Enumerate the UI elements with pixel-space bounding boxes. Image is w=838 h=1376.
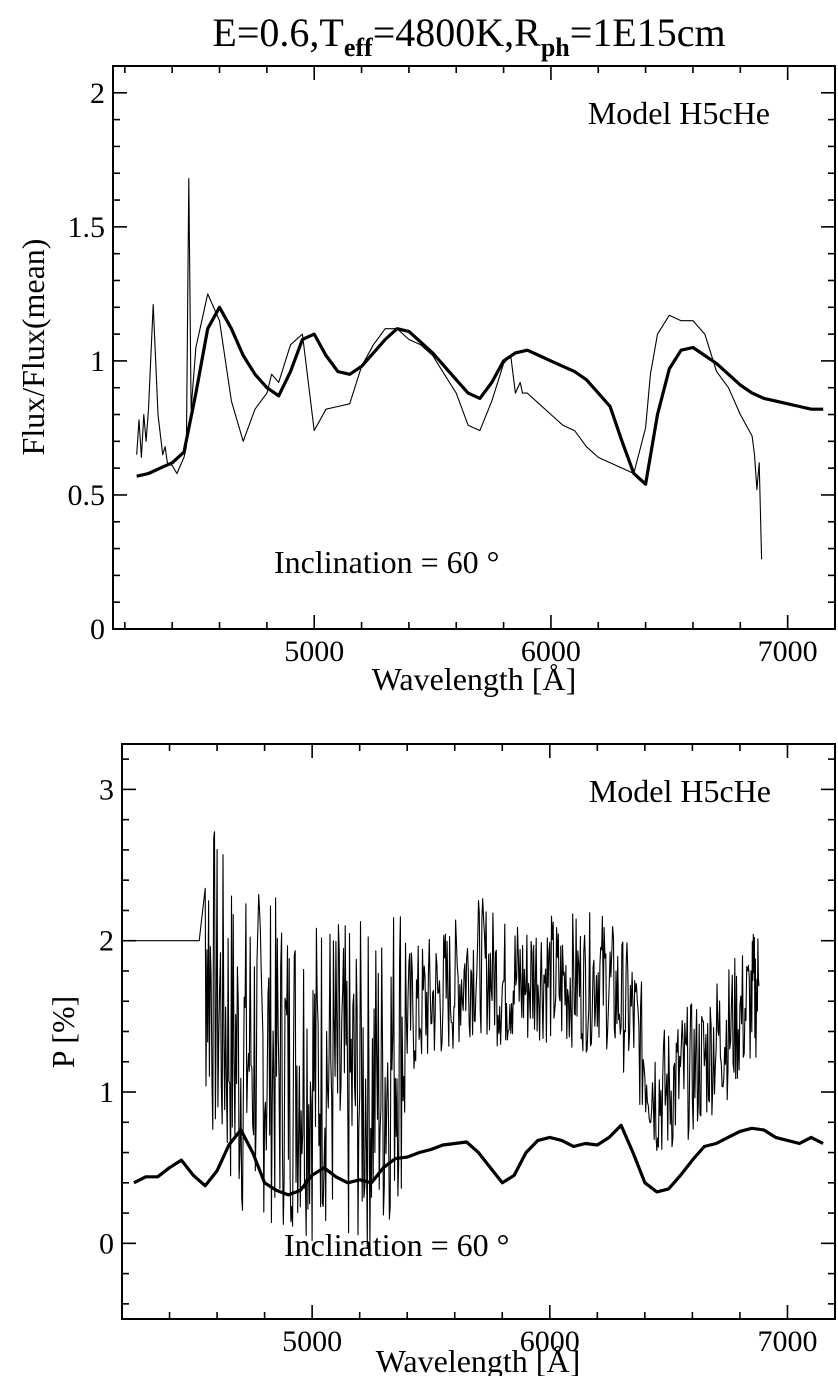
polarization-x-tick-label: 5000 [282, 1325, 342, 1358]
polarization-y-tick-label: 2 [99, 925, 114, 958]
flux-y-tick-label: 0.5 [68, 479, 106, 512]
flux-y-tick-label: 1 [90, 345, 105, 378]
polarization-x-axis-label: Wavelength [Å] [376, 1343, 580, 1376]
polarization-axis-ticks [122, 744, 835, 1319]
flux-x-tick-label: 6000 [521, 635, 581, 668]
flux-inclination-annotation: Inclination = 60 ° [274, 544, 499, 580]
polarization-tick-labels: 5000 6000 7000 0 1 2 3 [99, 773, 817, 1358]
flux-panel: 5000 6000 7000 0 0.5 1 1.5 2 Model H5cHe Inclin… [15, 65, 836, 697]
flux-x-tick-label: 7000 [758, 635, 818, 668]
polarization-inclination-annotation: Inclination = 60 ° [284, 1227, 509, 1263]
flux-tick-labels: 5000 6000 7000 0 0.5 1 1.5 2 [68, 77, 818, 668]
flux-x-axis-label: Wavelength [Å] [372, 661, 576, 697]
flux-y-tick-label: 1.5 [68, 211, 106, 244]
flux-y-axis-label: Flux/Flux(mean) [15, 239, 51, 456]
polarization-x-tick-label: 7000 [757, 1325, 817, 1358]
flux-y-tick-label: 0 [90, 613, 105, 646]
flux-x-tick-label: 5000 [284, 635, 344, 668]
figure-title: E=0.6,Teff=4800K,Rph=1E15cm [212, 10, 725, 62]
flux-thin-line [136, 178, 763, 560]
polarization-model-annotation: Model H5cHe [589, 773, 771, 809]
flux-series [136, 178, 824, 560]
flux-model-annotation: Model H5cHe [588, 95, 770, 131]
polarization-y-tick-label: 3 [99, 773, 114, 806]
flux-plot-frame [112, 65, 836, 630]
polarization-series [133, 831, 824, 1250]
polarization-x-tick-label: 6000 [520, 1325, 580, 1358]
polarization-panel: 5000 6000 7000 0 1 2 3 Model H5cHe Inclination… [45, 743, 836, 1376]
flux-y-tick-label: 2 [90, 77, 105, 110]
polarization-y-axis-label: P [%] [45, 996, 81, 1069]
polarization-y-tick-label: 1 [99, 1076, 114, 1109]
polarization-thick-line [133, 1123, 824, 1197]
polarization-thin-line [133, 831, 760, 1250]
flux-thick-line [136, 305, 824, 486]
flux-axis-ticks [113, 66, 835, 630]
polarization-y-tick-label: 0 [99, 1227, 114, 1260]
